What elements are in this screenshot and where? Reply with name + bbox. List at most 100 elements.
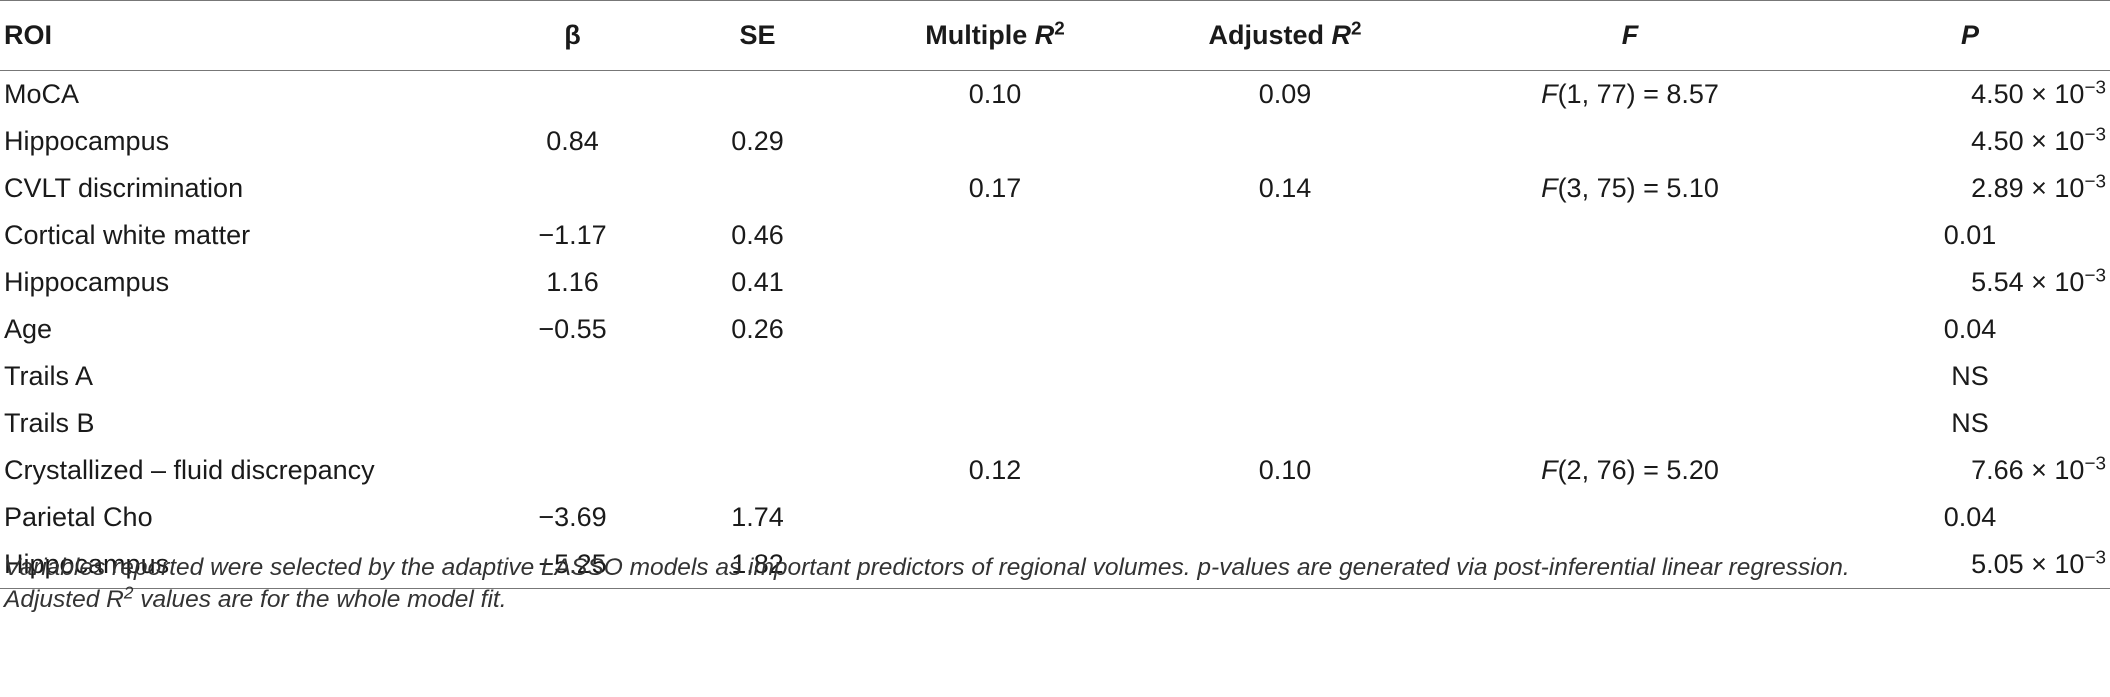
cell-f bbox=[1430, 353, 1830, 400]
cell-roi: Cortical white matter bbox=[4, 219, 251, 250]
cell-beta: −3.69 bbox=[538, 501, 607, 532]
cell-p: 4.50 × 10−3 bbox=[1830, 71, 2110, 118]
cell-p: 0.04 bbox=[1830, 494, 2110, 541]
cell-se: 0.46 bbox=[731, 219, 784, 250]
header-adjusted-r2-r: R bbox=[1331, 20, 1352, 50]
cell-p: 0.04 bbox=[1830, 306, 2110, 353]
cell-adjusted-r2 bbox=[1140, 353, 1430, 400]
cell-se bbox=[665, 400, 850, 447]
header-adjusted-r2: Adjusted R2 bbox=[1140, 1, 1430, 71]
header-multiple-r2-prefix: Multiple bbox=[925, 20, 1035, 50]
cell-p-value: 0.04 bbox=[1943, 501, 1997, 532]
cell-multiple-r2 bbox=[850, 353, 1140, 400]
cell-beta bbox=[480, 400, 665, 447]
cell-p-exponent: −3 bbox=[2084, 265, 2106, 287]
cell-f-letter: F bbox=[1541, 78, 1558, 109]
cell-beta bbox=[480, 447, 665, 494]
cell-p-mantissa: 2.89 × 10 bbox=[1971, 172, 2085, 203]
cell-roi: Trails A bbox=[4, 360, 94, 391]
cell-p-mantissa: 5.54 × 10 bbox=[1971, 266, 2085, 297]
cell-multiple-r2 bbox=[850, 306, 1140, 353]
cell-beta: −5.25 bbox=[538, 548, 607, 579]
cell-p: 5.54 × 10−3 bbox=[1830, 259, 2110, 306]
footnote-line-2-r: R bbox=[106, 586, 124, 613]
cell-p-value: NS bbox=[1951, 407, 1989, 438]
cell-p-exponent: −3 bbox=[2084, 547, 2106, 569]
header-roi: ROI bbox=[4, 20, 53, 50]
cell-f-letter: F bbox=[1541, 454, 1558, 485]
cell-adjusted-r2 bbox=[1140, 306, 1430, 353]
cell-se: 1.74 bbox=[731, 501, 784, 532]
footnote-line-2-suffix: values are for the whole model fit. bbox=[133, 586, 507, 613]
cell-p-exponent: −3 bbox=[2084, 77, 2106, 99]
table-row: Trails B NS bbox=[0, 400, 2110, 447]
table-row: Parietal Cho −3.69 1.74 0.04 bbox=[0, 494, 2110, 541]
header-multiple-r2: Multiple R2 bbox=[850, 1, 1140, 71]
cell-multiple-r2 bbox=[850, 494, 1140, 541]
cell-p: NS bbox=[1830, 400, 2110, 447]
table-footnote: Variables reported were selected by the … bbox=[4, 552, 2104, 616]
cell-roi: Hippocampus bbox=[4, 548, 170, 579]
header-adjusted-r2-prefix: Adjusted bbox=[1208, 20, 1332, 50]
header-p: P bbox=[1960, 20, 1979, 50]
cell-p-value: NS bbox=[1951, 360, 1989, 391]
cell-p: 2.89 × 10−3 bbox=[1830, 165, 2110, 212]
cell-beta: 1.16 bbox=[546, 266, 599, 297]
header-multiple-r2-exp: 2 bbox=[1054, 18, 1065, 40]
table-row: Age −0.55 0.26 0.04 bbox=[0, 306, 2110, 353]
cell-p-mantissa: 5.05 × 10 bbox=[1971, 548, 2085, 579]
cell-roi: Age bbox=[4, 313, 53, 344]
header-f: F bbox=[1621, 20, 1639, 50]
cell-beta bbox=[480, 353, 665, 400]
cell-f bbox=[1430, 400, 1830, 447]
header-adjusted-r2-exp: 2 bbox=[1351, 18, 1362, 40]
table-row: Hippocampus −5.25 1.82 5.05 × 10−3 bbox=[0, 541, 2110, 589]
cell-se: 0.26 bbox=[731, 313, 784, 344]
table-row: CVLT discrimination 0.17 0.14 F(3, 75) = 5.… bbox=[0, 165, 2110, 212]
table-row: Trails A NS bbox=[0, 353, 2110, 400]
header-row: ROI β SE Multiple R2 Adjusted R2 F P bbox=[0, 0, 2110, 71]
cell-se: 1.82 bbox=[731, 548, 784, 579]
cell-f-stat: (2, 76) = 5.20 bbox=[1557, 454, 1719, 485]
footnote-line-2-exp: 2 bbox=[123, 582, 134, 603]
cell-f bbox=[1430, 259, 1830, 306]
table-row: MoCA 0.10 0.09 F(1, 77) = 8.57 4.50 × 10−3 bbox=[0, 71, 2110, 118]
table-header: ROI β SE Multiple R2 Adjusted R2 F P bbox=[0, 0, 2110, 71]
header-beta: β bbox=[564, 20, 581, 50]
cell-se bbox=[665, 447, 850, 494]
cell-adjusted-r2 bbox=[1140, 259, 1430, 306]
cell-p-mantissa: 4.50 × 10 bbox=[1971, 78, 2085, 109]
cell-p-mantissa: 4.50 × 10 bbox=[1971, 125, 2085, 156]
cell-multiple-r2 bbox=[850, 212, 1140, 259]
cell-f bbox=[1430, 494, 1830, 541]
table-row: Hippocampus 1.16 0.41 5.54 × 10−3 bbox=[0, 259, 2110, 306]
cell-p: 4.50 × 10−3 bbox=[1830, 118, 2110, 165]
cell-p-exponent: −3 bbox=[2084, 171, 2106, 193]
cell-roi: Parietal Cho bbox=[4, 501, 153, 532]
cell-f: F(1, 77) = 8.57 bbox=[1430, 71, 1830, 118]
cell-se: 0.41 bbox=[731, 266, 784, 297]
cell-roi: CVLT discrimination bbox=[4, 172, 244, 203]
cell-multiple-r2: 0.10 bbox=[968, 78, 1022, 109]
cell-roi: Crystallized – fluid discrepancy bbox=[4, 454, 375, 485]
cell-p: 0.01 bbox=[1830, 212, 2110, 259]
table-row: Crystallized – fluid discrepancy 0.12 0.10… bbox=[0, 447, 2110, 494]
table-row: Cortical white matter −1.17 0.46 0.01 bbox=[0, 212, 2110, 259]
cell-f: F(2, 76) = 5.20 bbox=[1430, 447, 1830, 494]
cell-beta bbox=[480, 71, 665, 118]
cell-multiple-r2 bbox=[850, 400, 1140, 447]
cell-p: 5.05 × 10−3 bbox=[1830, 541, 2110, 589]
cell-p-value: 0.04 bbox=[1943, 313, 1997, 344]
footnote-line-1: Variables reported were selected by the … bbox=[4, 554, 1850, 581]
cell-adjusted-r2 bbox=[1140, 494, 1430, 541]
cell-p: NS bbox=[1830, 353, 2110, 400]
cell-beta: 0.84 bbox=[546, 125, 599, 156]
table-body: MoCA 0.10 0.09 F(1, 77) = 8.57 4.50 × 10−3 Hi… bbox=[0, 71, 2110, 589]
cell-roi: MoCA bbox=[4, 78, 80, 109]
cell-p-exponent: −3 bbox=[2084, 124, 2106, 146]
cell-adjusted-r2 bbox=[1140, 400, 1430, 447]
cell-f bbox=[1430, 118, 1830, 165]
cell-p-mantissa: 7.66 × 10 bbox=[1971, 454, 2085, 485]
cell-multiple-r2: 0.12 bbox=[968, 454, 1022, 485]
cell-se bbox=[665, 71, 850, 118]
